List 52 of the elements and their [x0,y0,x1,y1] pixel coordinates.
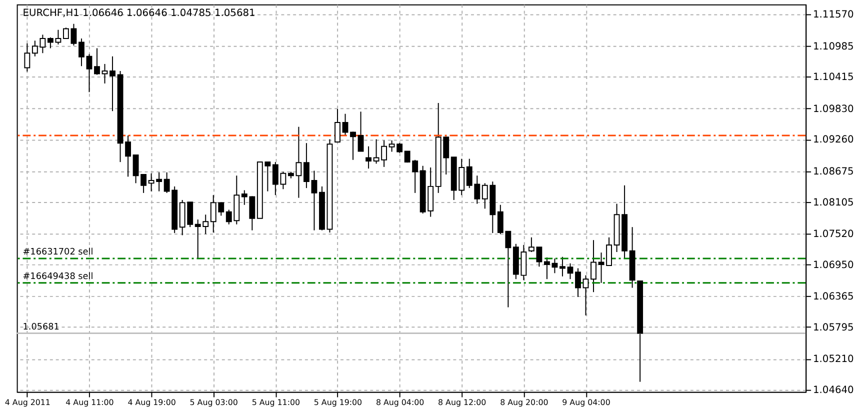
candlestick [358,111,364,152]
x-tick-label: 4 Aug 11:00 [66,398,114,408]
candlestick [70,23,77,46]
candlestick [575,268,581,298]
x-tick-label: 8 Aug 20:00 [500,398,548,408]
candlestick [304,142,310,189]
candlestick [102,63,108,84]
candlestick [342,113,348,136]
candlestick [86,54,92,93]
candlestick [606,236,612,266]
x-tick-label: 4 Aug 19:00 [128,398,176,408]
x-tick-label: 8 Aug 12:00 [438,398,486,408]
y-tick-label: 1.10415 [813,72,854,84]
y-tick-label: 1.08675 [813,166,854,178]
y-tick-label: 1.11570 [813,10,854,21]
candlestick [334,108,340,142]
x-tick-label: 9 Aug 04:00 [562,398,610,408]
y-tick-label: 1.05795 [813,322,854,334]
ref-line-label: #16649438 sell [22,272,94,282]
x-tick-label: 8 Aug 04:00 [376,398,424,408]
candlestick [63,27,69,39]
candlestick [598,252,604,284]
candlestick [544,256,550,280]
y-tick-label: 1.09260 [813,134,854,146]
ref-line-label: #16631702 sell [22,248,94,258]
candlestick [567,262,574,280]
chart-title: EURCHF,H1 1.06646 1.06646 1.04785 1.05681 [22,8,256,20]
candlestick [24,42,30,72]
candlestick [350,131,356,160]
candlestick [582,274,589,316]
candlestick [110,56,116,112]
candlestick [125,135,131,178]
candlestick [78,38,84,67]
x-tick-label: 5 Aug 19:00 [314,398,362,408]
candlestick [552,258,558,274]
y-tick-label: 1.04640 [813,385,854,396]
y-tick-label: 1.07520 [813,229,854,240]
candlestick [311,170,318,231]
candlestick [560,256,566,277]
candlestick [94,48,100,76]
y-tick-label: 1.08105 [813,197,854,208]
x-tick-label: 5 Aug 03:00 [190,398,238,408]
y-tick-label: 1.10985 [813,41,854,52]
y-tick-label: 1.06950 [813,260,854,271]
x-tick-label: 4 Aug 2011 [4,398,50,408]
candlestick [366,146,372,170]
y-tick-label: 1.06365 [813,292,854,303]
candlestick [590,240,596,293]
y-tick-label: 1.09830 [813,104,854,115]
ref-line-label: 1.05681 [22,322,60,332]
y-tick-label: 1.05210 [813,354,854,366]
x-tick-label: 5 Aug 11:00 [252,398,300,408]
